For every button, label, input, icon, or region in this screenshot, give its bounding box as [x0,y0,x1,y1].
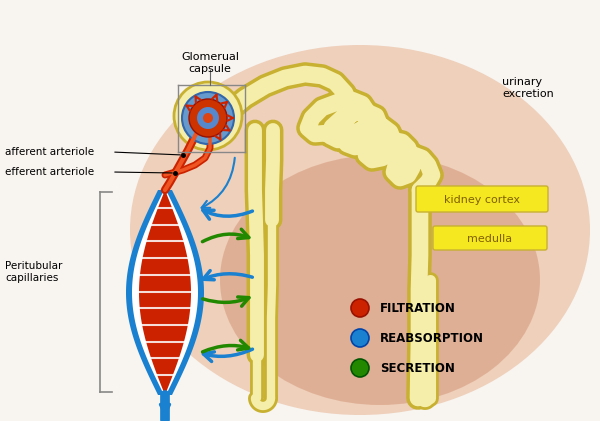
Text: Peritubular
capillaries: Peritubular capillaries [5,261,62,283]
Circle shape [197,107,219,129]
Circle shape [351,299,369,317]
Text: SECRETION: SECRETION [380,362,455,375]
Text: urinary
excretion: urinary excretion [502,77,554,99]
Text: Glomerual
capsule: Glomerual capsule [181,52,239,74]
Circle shape [182,92,234,144]
Text: medulla: medulla [467,234,512,244]
Circle shape [351,359,369,377]
Circle shape [174,82,242,150]
Text: efferent arteriole: efferent arteriole [5,167,94,177]
Text: FILTRATION: FILTRATION [380,301,456,314]
Text: afferent arteriole: afferent arteriole [5,147,94,157]
Text: REABSORPTION: REABSORPTION [380,331,484,344]
FancyBboxPatch shape [416,186,548,212]
Ellipse shape [220,155,540,405]
Circle shape [189,99,227,137]
FancyBboxPatch shape [433,226,547,250]
Circle shape [351,329,369,347]
Ellipse shape [130,45,590,415]
Text: kidney cortex: kidney cortex [444,195,520,205]
Circle shape [203,113,213,123]
